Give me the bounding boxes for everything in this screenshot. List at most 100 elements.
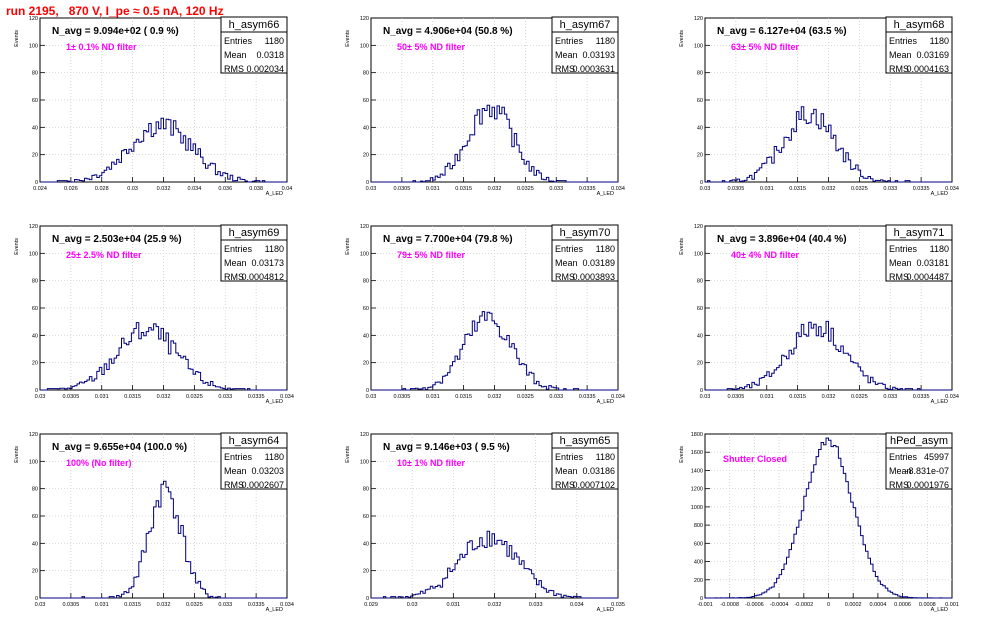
y-tick-label: 100 [360,459,369,465]
stats-title: h_asym67 [560,19,611,31]
stats-box [551,224,619,282]
navg-label: N_avg = 9.094e+02 ( 0.9 %) [52,26,179,37]
x-tick-label: 0.0335 [248,602,265,608]
stats-key: Mean [889,466,912,476]
x-tick-label: 0.03 [35,602,46,608]
stats-value: 45997 [924,452,949,462]
stats-value: 1180 [265,244,284,254]
x-tick-label: 0.032 [157,602,171,608]
y-tick-label: 120 [29,432,38,438]
y-tick-label: 100 [29,459,38,465]
stats-value: 0.03203 [251,466,284,476]
stats-title: h_asym66 [229,19,280,31]
y-tick-label: 400 [694,560,703,566]
stats-title: h_asym69 [229,227,280,239]
x-tick-label: 0.033 [549,186,563,192]
y-axis-label: Events [345,238,351,255]
y-tick-label: 100 [29,251,38,257]
y-tick-label: 40 [363,333,369,339]
navg-label: N_avg = 2.503e+04 (25.9 %) [52,234,182,245]
stats-key: Entries [224,452,253,462]
stats-value: 0.03173 [251,258,284,268]
y-tick-label: 120 [29,224,38,230]
navg-label: N_avg = 6.127e+04 (63.5 %) [717,26,847,37]
x-tick-label: 0.034 [570,602,584,608]
stats-box [220,432,288,490]
x-tick-label: 0.034 [945,186,959,192]
histogram-line [371,530,618,599]
navg-label: N_avg = 9.146e+03 ( 9.5 %) [383,442,510,453]
histogram-panel-h_asym65: 0 20 40 60 80 100 120 0.029 0.03 0.031 0.032 0.033 0… [345,432,625,613]
stats-key: Mean [555,466,578,476]
x-tick-label: 0.0305 [62,602,79,608]
stats-value: 0.0003631 [572,64,615,74]
navg-label: N_avg = 9.655e+04 (100.0 %) [52,442,187,453]
x-tick-label: 0.03 [127,186,138,192]
y-axis-label: Events [679,238,685,255]
y-tick-label: 40 [32,541,38,547]
stats-key: RMS [889,480,909,490]
y-tick-label: 120 [694,224,703,230]
x-tick-label: -0.001 [697,602,713,608]
histogram-panel-h_asym71: 0 20 40 60 80 100 120 0.03 0.0305 0.031 0.0315 0.03… [679,224,959,405]
y-tick-label: 60 [363,98,369,104]
y-tick-label: 40 [32,125,38,131]
y-tick-label: 80 [32,71,38,77]
histogram-panel-h_asym67: 0 20 40 60 80 100 120 0.03 0.0305 0.031 0.0315 0.03… [345,16,625,197]
x-tick-label: 0.0008 [919,602,936,608]
stats-value: 1180 [265,452,284,462]
stats-key: Mean [889,258,912,268]
x-axis-label: A_LED [266,399,283,405]
stats-key: RMS [889,64,909,74]
x-tick-label: 0.0315 [124,394,141,400]
filter-label: 10± 1% ND filter [397,458,465,468]
navg-label: N_avg = 3.896e+04 (40.4 %) [717,234,847,245]
filter-label: 63± 5% ND filter [731,42,799,52]
y-tick-label: 80 [363,487,369,493]
x-tick-label: 0.034 [611,394,625,400]
stats-key: Entries [889,36,918,46]
histogram-line [705,320,952,391]
stats-value: 0.0002607 [241,480,284,490]
x-tick-label: 0.0305 [393,394,410,400]
stats-box [551,432,619,490]
x-tick-label: 0.038 [249,186,263,192]
x-tick-label: 0.024 [33,186,47,192]
stats-key: Entries [555,36,584,46]
stats-box [220,224,288,282]
stats-key: Entries [889,452,918,462]
stats-value: 0.0007102 [572,480,615,490]
y-tick-label: 100 [360,251,369,257]
stats-key: Entries [555,452,584,462]
y-tick-label: 40 [363,125,369,131]
y-tick-label: 0 [366,180,369,186]
x-tick-label: 0.0325 [851,186,868,192]
stats-value: 0.002034 [246,64,284,74]
y-tick-label: 1000 [691,505,703,511]
stats-value: 0.03193 [582,50,615,60]
x-tick-label: -0.0008 [720,602,739,608]
stats-key: RMS [555,272,575,282]
run-title: run 2195, 870 V, I_pe ≈ 0.5 nA, 120 Hz [6,4,224,18]
x-tick-label: 0.0325 [851,394,868,400]
x-tick-label: 0.0006 [894,602,911,608]
stats-title: h_asym70 [560,227,611,239]
y-tick-label: 100 [360,43,369,49]
x-tick-label: -0.0006 [745,602,764,608]
x-tick-label: 0.0335 [913,394,930,400]
x-tick-label: 0.0315 [455,394,472,400]
x-tick-label: 0.0315 [789,394,806,400]
x-tick-label: 0.032 [822,186,836,192]
x-tick-label: 0.0305 [393,186,410,192]
x-axis-label: A_LED [597,607,614,613]
stats-title: h_asym65 [560,435,611,447]
y-tick-label: 0 [35,388,38,394]
stats-box [885,432,953,490]
y-tick-label: 120 [360,224,369,230]
filter-label: 100% (No filter) [66,458,132,468]
stats-box [551,16,619,74]
x-tick-label: 0.034 [280,602,294,608]
x-tick-label: 0.0335 [913,186,930,192]
filter-label: 50± 5% ND filter [397,42,465,52]
x-tick-label: 0.0315 [455,186,472,192]
